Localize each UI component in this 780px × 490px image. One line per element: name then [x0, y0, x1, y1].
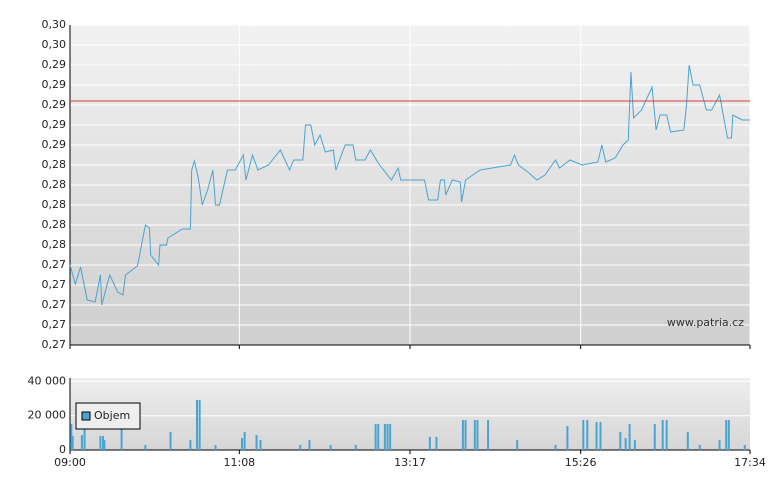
y-tick-label: 0,30 — [42, 18, 67, 31]
volume-bar — [102, 435, 105, 450]
volume-bar — [255, 435, 258, 450]
volume-bar — [374, 423, 377, 450]
y-tick-label: 40 000 — [28, 374, 67, 387]
y-tick-label: 0,28 — [42, 218, 67, 231]
x-tick-label: 13:17 — [394, 456, 426, 469]
volume-bar — [653, 423, 656, 450]
y-tick-label: 0 — [59, 443, 66, 456]
volume-bar — [461, 420, 464, 450]
volume-bar — [329, 445, 332, 450]
volume-bar — [70, 423, 73, 450]
volume-bar — [727, 420, 730, 450]
volume-bar — [661, 420, 664, 450]
volume-bar — [243, 432, 246, 450]
volume-bar — [377, 423, 380, 450]
x-tick-label: 11:08 — [223, 456, 255, 469]
volume-bar — [144, 445, 147, 450]
y-tick-label: 0,28 — [42, 178, 67, 191]
volume-bar — [476, 420, 479, 450]
volume-bar — [389, 423, 392, 450]
y-tick-label: 0,29 — [42, 138, 67, 151]
volume-bar — [308, 440, 311, 450]
y-tick-label: 0,28 — [42, 198, 67, 211]
x-tick-label: 15:26 — [565, 456, 597, 469]
volume-bar — [566, 426, 569, 450]
y-tick-label: 0,27 — [42, 338, 67, 351]
x-tick-label: 09:00 — [54, 456, 86, 469]
volume-bar — [599, 422, 602, 450]
volume-bar — [698, 445, 701, 450]
y-tick-label: 0,27 — [42, 258, 67, 271]
y-tick-label: 0,27 — [42, 278, 67, 291]
y-tick-label: 0,27 — [42, 318, 67, 331]
volume-bar — [628, 423, 631, 450]
watermark: www.patria.cz — [667, 316, 744, 329]
volume-bar — [743, 445, 746, 450]
y-tick-label: 0,29 — [42, 78, 67, 91]
volume-bar — [487, 420, 490, 450]
volume-bar — [516, 440, 519, 450]
volume-bar — [198, 399, 201, 450]
volume-bar — [686, 432, 689, 450]
volume-plot-area — [70, 378, 750, 450]
volume-bar — [725, 420, 728, 450]
x-tick-label: 17:34 — [734, 456, 766, 469]
y-tick-label: 20 000 — [28, 409, 67, 422]
volume-bar — [240, 438, 243, 450]
volume-bar — [386, 423, 389, 450]
volume-bar — [718, 440, 721, 450]
volume-bar — [259, 440, 262, 450]
volume-bar — [169, 432, 172, 450]
y-tick-label: 0,29 — [42, 58, 67, 71]
volume-bar — [554, 445, 557, 450]
volume-bar — [473, 420, 476, 450]
volume-bar — [189, 440, 192, 450]
volume-bar — [214, 445, 217, 450]
y-tick-label: 0,29 — [42, 98, 67, 111]
volume-bar — [103, 440, 106, 450]
volume-bar — [196, 399, 199, 450]
volume-bar — [299, 445, 302, 450]
volume-bar — [586, 420, 589, 450]
volume-bar — [435, 436, 438, 450]
legend-swatch — [81, 411, 91, 421]
y-tick-label: 0,27 — [42, 298, 67, 311]
volume-bar — [665, 420, 668, 450]
volume-bar — [71, 435, 74, 450]
volume-bar — [464, 420, 467, 450]
volume-bar — [383, 423, 386, 450]
price-line — [69, 64, 750, 306]
volume-bar — [120, 423, 123, 450]
y-tick-label: 0,28 — [42, 238, 67, 251]
volume-bar — [428, 436, 431, 450]
y-tick-label: 0,28 — [42, 158, 67, 171]
volume-bar — [99, 435, 102, 450]
volume-bar — [624, 438, 627, 450]
legend-label: Objem — [94, 409, 130, 422]
volume-bar — [619, 432, 622, 450]
volume-bar — [80, 435, 83, 450]
volume-bar — [83, 416, 86, 450]
volume-bar — [595, 422, 598, 450]
y-tick-label: 0,29 — [42, 118, 67, 131]
y-tick-label: 0,30 — [42, 38, 67, 51]
volume-bar — [633, 440, 636, 450]
volume-bar — [582, 420, 585, 450]
volume-bar — [354, 445, 357, 450]
